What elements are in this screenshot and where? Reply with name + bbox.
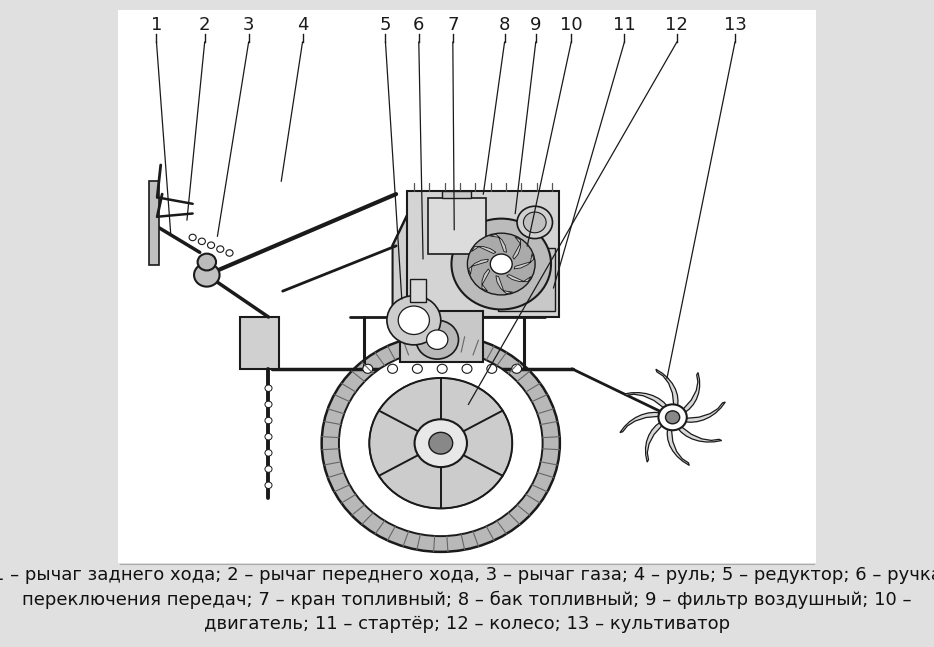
Text: 12: 12 [665,16,688,34]
Circle shape [666,411,680,424]
Text: 1 – рычаг заднего хода; 2 – рычаг переднего хода, 3 – рычаг газа; 4 – руль; 5 – : 1 – рычаг заднего хода; 2 – рычаг передн… [0,565,934,584]
Text: 7: 7 [447,16,459,34]
Circle shape [369,378,512,509]
Polygon shape [514,254,533,269]
Circle shape [265,401,272,408]
Text: 10: 10 [559,16,583,34]
Bar [240,317,279,369]
Text: 5: 5 [380,16,391,34]
Circle shape [388,364,398,373]
Text: переключения передач; 7 – кран топливный; 8 – бак топливный; 9 – фильтр воздушны: переключения передач; 7 – кран топливный… [22,591,912,609]
Circle shape [523,212,546,233]
Circle shape [427,330,448,349]
Polygon shape [482,269,489,291]
Circle shape [194,263,219,287]
Polygon shape [472,247,496,254]
Circle shape [198,254,216,270]
Polygon shape [683,373,700,413]
Polygon shape [677,426,722,442]
Text: 8: 8 [499,16,510,34]
Circle shape [462,364,472,373]
Bar [149,181,160,265]
Polygon shape [624,393,668,408]
Bar [498,248,555,311]
Circle shape [416,320,459,359]
Circle shape [658,404,686,430]
Polygon shape [620,412,661,433]
Text: 6: 6 [413,16,424,34]
Polygon shape [506,274,531,281]
Circle shape [362,364,373,373]
Circle shape [265,482,272,488]
Text: 2: 2 [199,16,210,34]
Circle shape [265,450,272,456]
Circle shape [517,206,553,239]
Circle shape [429,432,453,454]
Circle shape [265,417,272,424]
Text: 4: 4 [297,16,308,34]
Text: 1: 1 [150,16,163,34]
Bar [119,10,815,563]
Polygon shape [392,194,417,317]
Circle shape [487,364,497,373]
Circle shape [451,219,551,309]
Circle shape [265,466,272,472]
Circle shape [265,433,272,440]
Text: 3: 3 [243,16,254,34]
Circle shape [467,233,535,295]
Polygon shape [496,276,513,294]
Circle shape [437,364,447,373]
Bar [443,191,472,199]
Circle shape [490,254,512,274]
Circle shape [413,364,422,373]
Circle shape [415,419,467,467]
Text: двигатель; 11 – стартёр; 12 – колесо; 13 – культиватор: двигатель; 11 – стартёр; 12 – колесо; 13… [204,615,730,633]
Text: 13: 13 [724,16,746,34]
Bar [428,199,486,254]
Polygon shape [469,259,488,274]
Circle shape [265,385,272,391]
Polygon shape [489,234,506,252]
Circle shape [387,296,441,345]
Polygon shape [685,402,726,422]
Polygon shape [513,237,520,259]
Circle shape [321,334,559,552]
Text: 11: 11 [613,16,636,34]
Circle shape [512,364,521,373]
Bar [400,311,484,362]
Circle shape [339,350,543,536]
Polygon shape [656,369,678,406]
Text: 9: 9 [530,16,542,34]
Bar [406,191,559,317]
Polygon shape [645,422,663,462]
Bar [410,280,426,302]
Circle shape [398,306,430,334]
Polygon shape [667,428,689,465]
